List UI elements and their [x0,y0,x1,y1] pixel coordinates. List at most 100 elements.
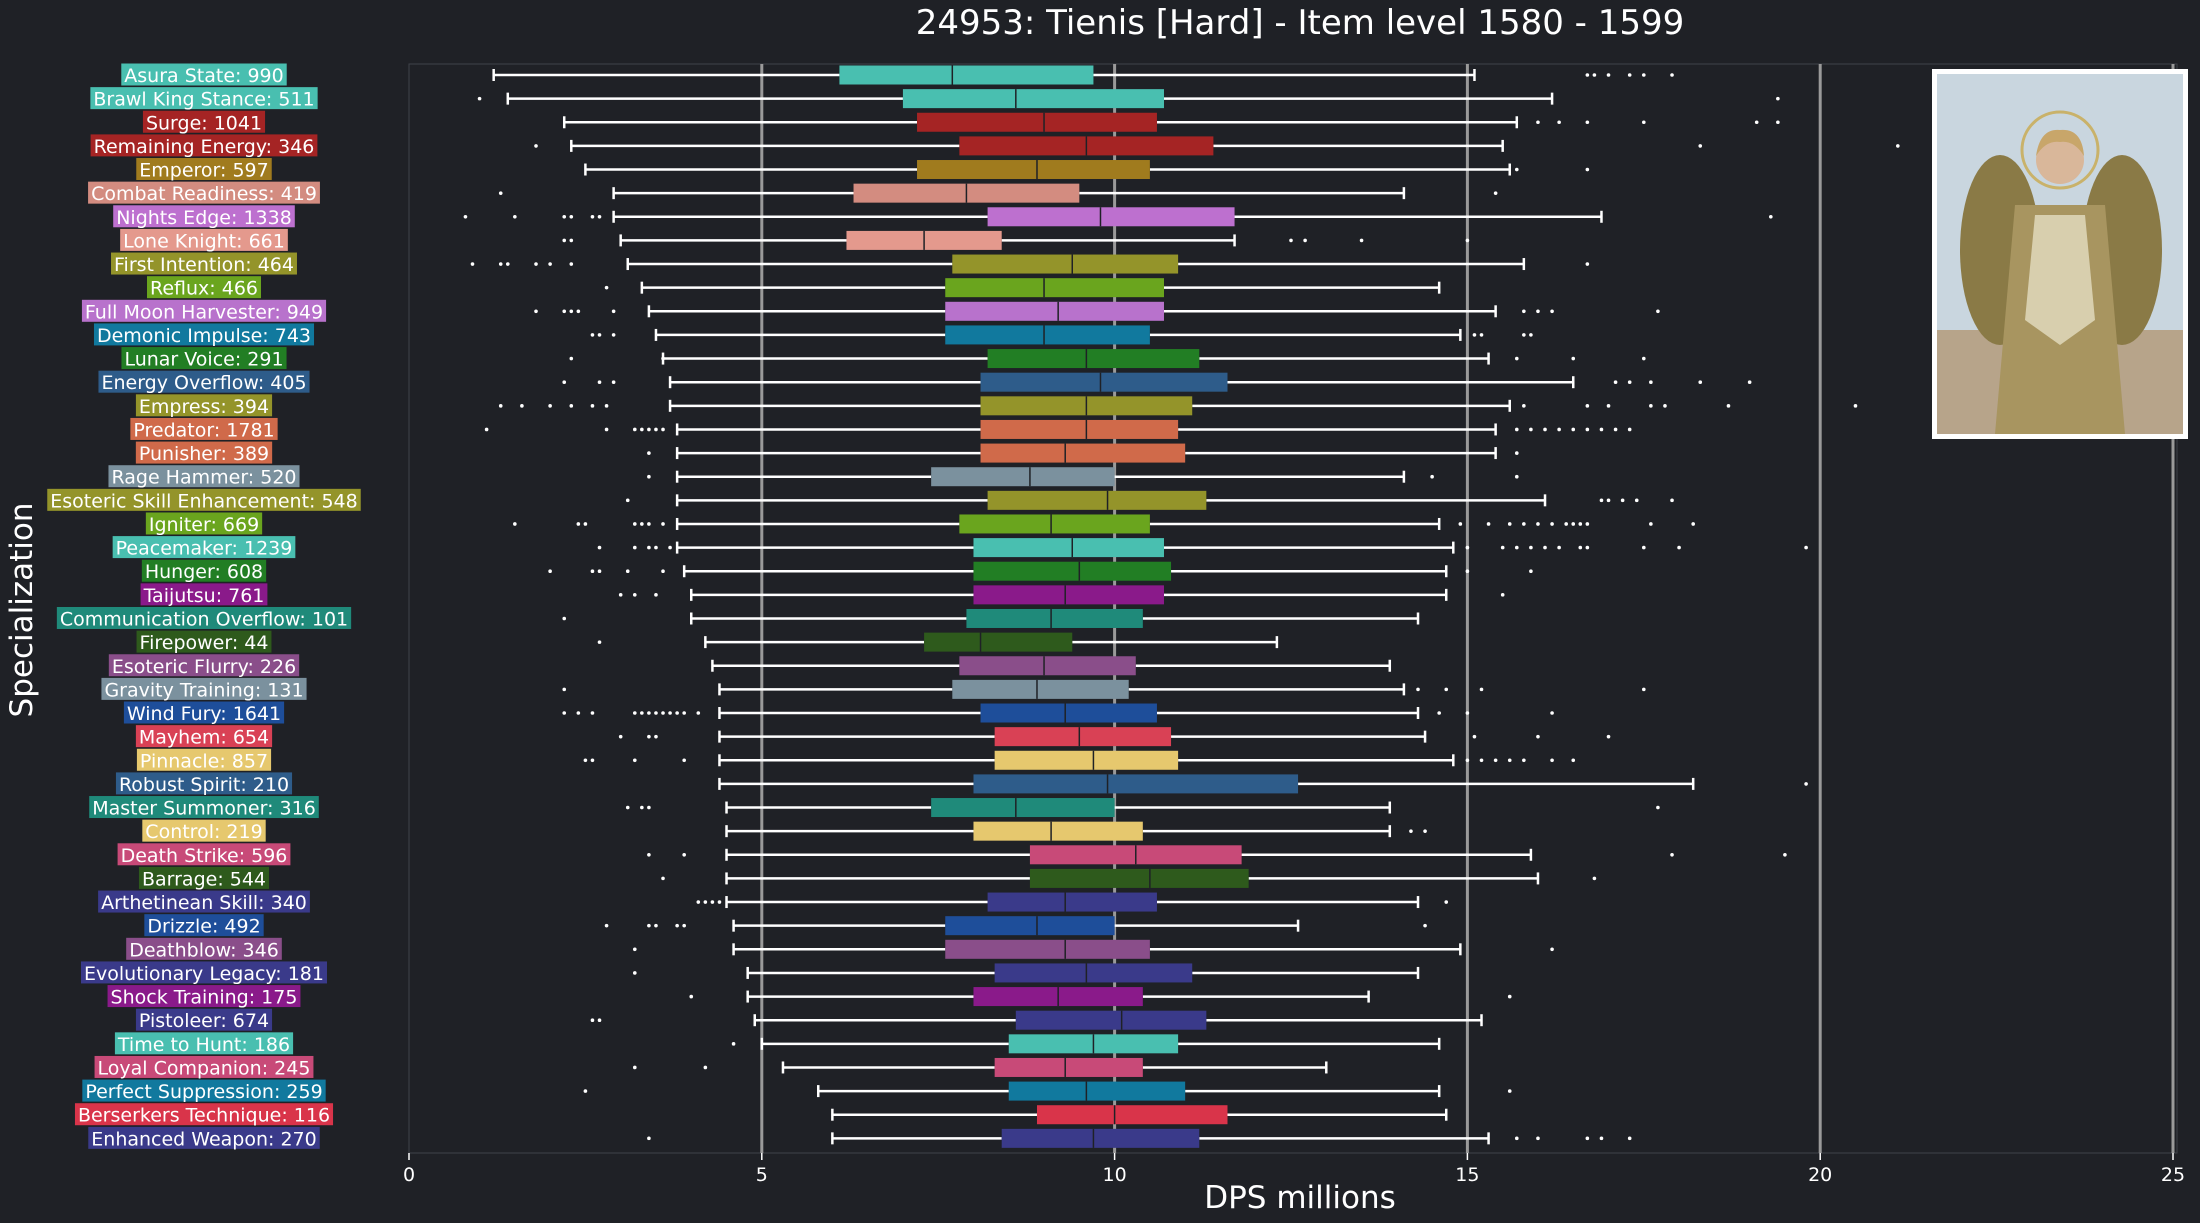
iqr-box [902,89,1164,109]
box-row [618,727,1611,747]
outlier-point [562,214,567,219]
outlier-point [1472,333,1477,337]
category-label-bg [112,536,296,559]
outlier-point [1430,474,1434,479]
chart-title: 24953: Tienis [Hard] - Item level 1580 -… [916,3,1685,43]
outlier-point [534,309,538,314]
outlier-point [1585,120,1590,125]
outlier-point [1550,758,1554,763]
outlier-point [618,593,623,597]
outlier-point [647,545,651,550]
box-row [625,490,1674,510]
category-label-bg [111,252,297,275]
category-label: Esoteric Flurry: 226 [108,654,300,678]
category-label: Arthetinean Skill: 340 [98,890,310,914]
outlier-point [1550,947,1554,952]
outlier-point [647,852,651,857]
category-label-bg [126,937,282,960]
iqr-box [1015,1010,1207,1030]
x-axis-ticks: 0 5 10 15 20 25 [403,1153,2185,1186]
outlier-point [1522,333,1526,337]
outlier-point [590,569,595,574]
box-row [562,230,1470,250]
category-label-text: Barrage: 544 [142,868,266,890]
outlier-point [654,545,658,550]
outlier-point [1550,522,1554,526]
category-label: Enhanced Weapon: 270 [88,1126,320,1150]
category-label-text: First Intention: 464 [114,254,294,276]
outlier-point [1613,427,1618,432]
iqr-box [987,892,1157,912]
category-label: Evolutionary Legacy: 181 [81,961,327,985]
outlier-point [498,191,503,195]
category-label: Full Moon Harvester: 949 [81,299,327,323]
outlier-point [1493,758,1498,763]
outlier-point [1303,238,1307,243]
iqr-box [987,490,1207,510]
outlier-point [1536,120,1540,125]
box-row [562,703,1554,723]
iqr-box [980,372,1228,392]
outlier-point [1606,73,1611,77]
outlier-point [590,404,595,408]
outlier-point [661,569,665,574]
iqr-box [994,963,1193,983]
outlier-point [1691,522,1695,526]
outlier-point [1620,498,1625,503]
portrait-armor-chest [2025,215,2095,345]
box-row [661,868,1597,888]
box-row [583,750,1576,770]
outlier-point [647,1136,651,1141]
outlier-point [597,214,602,219]
outlier-point [1557,120,1561,125]
outlier-point [1585,522,1590,526]
outlier-point [1627,73,1632,77]
category-label-text: Esoteric Skill Enhancement: 548 [50,490,358,512]
category-label-text: Gravity Training: 131 [104,679,303,701]
outlier-point [1409,829,1413,833]
category-label-text: Punisher: 389 [139,443,269,465]
outlier-point [654,427,658,432]
category-label: Punisher: 389 [135,441,273,465]
outlier-point [1585,73,1590,77]
outlier-point [1479,758,1484,763]
box-row [548,561,1533,581]
outlier-point [604,923,609,928]
outlier-point [632,1065,637,1070]
box-row [484,419,1632,439]
category-label-text: Berserkers Technique: 116 [78,1105,330,1127]
iqr-box [966,608,1143,628]
outlier-point [1500,593,1505,597]
outlier-point [1670,73,1674,77]
outlier-point [513,214,517,219]
outlier-point [1649,380,1653,384]
outlier-point [1776,96,1780,101]
category-label-bg [121,347,287,370]
category-label-text: Evolutionary Legacy: 181 [84,963,324,985]
category-label-text: Time to Hunt: 186 [117,1034,290,1056]
category-label-text: Lunar Voice: 291 [124,349,283,371]
iqr-box [994,750,1179,770]
outlier-point [1479,687,1484,692]
category-label: Perfect Suppression: 259 [82,1079,326,1103]
outlier-point [583,758,588,763]
outlier-point [1458,522,1463,526]
box-row [562,608,1420,628]
outlier-point [1627,380,1632,384]
outlier-point [1500,545,1505,550]
outlier-point [548,569,552,574]
category-label: Communication Overflow: 101 [56,606,352,630]
category-label-text: Peacemaker: 1239 [116,538,293,560]
outlier-point [1663,404,1667,408]
iqr-box [1036,1105,1228,1125]
outlier-point [562,687,567,692]
outlier-point [1507,758,1512,763]
iqr-box [945,278,1164,298]
box-row [590,1010,1483,1030]
x-tick-label: 0 [403,1164,415,1186]
category-label: Robust Spirit: 210 [115,772,293,796]
box-row [534,136,1900,156]
outlier-point [625,498,630,503]
character-portrait [1932,69,2188,439]
category-label: Lone Knight: 661 [120,228,288,252]
